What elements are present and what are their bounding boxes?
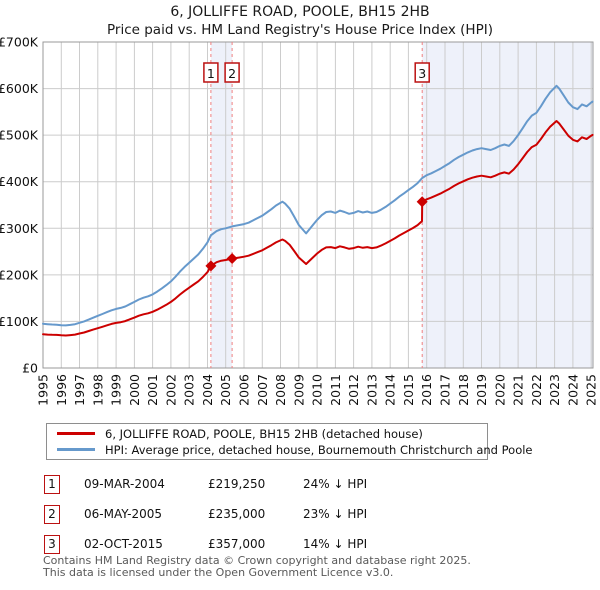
sale-marker-2	[226, 253, 238, 265]
plot-border	[42, 41, 594, 369]
page-title: 6, JOLLIFFE ROAD, POOLE, BH15 2HB	[170, 4, 430, 20]
chart-legend: 6, JOLLIFFE ROAD, POOLE, BH15 2HB (detac…	[46, 423, 533, 460]
x-tick-label: 2005	[218, 374, 233, 406]
x-tick-label: 2025	[584, 374, 599, 406]
x-tick-label: 2014	[383, 374, 398, 406]
hpi-line	[42, 84, 594, 327]
x-tick-label: 2012	[346, 374, 361, 406]
x-tick-label: 2004	[200, 374, 215, 406]
x-tick-label: 2019	[474, 374, 489, 406]
hpi-line-swatch	[57, 448, 95, 451]
x-tick-label: 2003	[182, 374, 197, 406]
price-line	[42, 120, 594, 337]
marker-flag-label-2: 2	[228, 66, 236, 81]
x-tick-label: 2008	[273, 374, 288, 406]
marker-flag-label-3: 3	[418, 66, 426, 81]
x-tick-label: 2010	[310, 374, 325, 406]
x-tick-label: 1998	[90, 374, 105, 406]
y-tick-label: £400K	[0, 174, 39, 189]
marker-flag-2	[224, 62, 240, 83]
x-tick-label: 2007	[255, 374, 270, 406]
x-tick-label: 2018	[456, 374, 471, 406]
x-tick-label: 2024	[565, 374, 580, 406]
transaction-hpi-diff: 23% ↓ HPI	[303, 507, 368, 521]
transaction-hpi-diff: 14% ↓ HPI	[303, 537, 368, 551]
page-subtitle: Price paid vs. HM Land Registry's House …	[107, 22, 493, 38]
x-tick-label: 1999	[109, 374, 124, 406]
x-tick-label: 2000	[127, 374, 142, 406]
x-tick-label: 2011	[328, 374, 343, 406]
legend-label-hpi: HPI: Average price, detached house, Bour…	[105, 442, 533, 457]
marker-flag-3	[414, 62, 430, 83]
x-tick-label: 1996	[54, 374, 69, 406]
x-tick-label: 1997	[72, 374, 87, 406]
marker-flag-1	[203, 62, 219, 83]
legend-item-price: 6, JOLLIFFE ROAD, POOLE, BH15 2HB (detac…	[47, 426, 487, 442]
x-tick-label: 2013	[364, 374, 379, 406]
x-tick-label: 2016	[419, 374, 434, 406]
x-tick-label: 2023	[547, 374, 562, 406]
y-tick-label: £0	[22, 361, 38, 376]
transaction-number-badge: 3	[44, 535, 60, 554]
transaction-number-badge: 2	[44, 505, 60, 524]
transaction-date: 02-OCT-2015	[84, 537, 163, 551]
y-tick-label: £100K	[0, 314, 39, 329]
y-tick-label: £600K	[0, 81, 39, 96]
price-line-swatch	[57, 432, 95, 435]
transaction-row-3: 3 02-OCT-2015 £357,000 14% ↓ HPI	[44, 535, 564, 555]
x-tick-label: 2021	[511, 374, 526, 406]
transaction-hpi-diff: 24% ↓ HPI	[303, 477, 368, 491]
x-tick-label: 1995	[36, 374, 51, 406]
transaction-date: 09-MAR-2004	[84, 477, 165, 491]
licence-line: This data is licensed under the Open Gov…	[43, 565, 394, 579]
transaction-row-1: 1 09-MAR-2004 £219,250 24% ↓ HPI	[44, 475, 564, 495]
shaded-band	[422, 42, 593, 368]
legend-label-price: 6, JOLLIFFE ROAD, POOLE, BH15 2HB (detac…	[105, 426, 423, 441]
legend-item-hpi: HPI: Average price, detached house, Bour…	[47, 442, 533, 458]
x-tick-label: 2017	[438, 374, 453, 406]
transaction-price: £219,250	[208, 477, 266, 491]
transaction-price: £357,000	[208, 537, 266, 551]
license-footer: Contains HM Land Registry data © Crown c…	[43, 555, 471, 578]
shaded-band	[210, 42, 233, 368]
x-tick-label: 2020	[492, 374, 507, 406]
transaction-number-badge: 1	[44, 475, 60, 494]
price-chart: 1 2 3 £0 £100K £200K £300K £400K £500K £600K £700K…	[0, 35, 599, 406]
sale-marker-3	[416, 196, 428, 208]
sale-marker-1	[205, 260, 217, 272]
y-tick-label: £200K	[0, 267, 39, 282]
x-tick-label: 2002	[163, 374, 178, 406]
transaction-price: £235,000	[208, 507, 266, 521]
y-tick-label: £500K	[0, 128, 39, 143]
x-tick-label: 2006	[237, 374, 252, 406]
transaction-date: 06-MAY-2005	[84, 507, 163, 521]
transaction-row-2: 2 06-MAY-2005 £235,000 23% ↓ HPI	[44, 505, 564, 525]
copyright-line: Contains HM Land Registry data © Crown c…	[43, 554, 471, 567]
x-tick-label: 2001	[145, 374, 160, 406]
y-tick-label: £300K	[0, 221, 39, 236]
marker-flag-label-1: 1	[207, 66, 215, 81]
x-tick-label: 2009	[291, 374, 306, 406]
x-tick-label: 2015	[401, 374, 416, 406]
y-tick-label: £700K	[0, 35, 39, 50]
x-tick-label: 2022	[529, 374, 544, 406]
